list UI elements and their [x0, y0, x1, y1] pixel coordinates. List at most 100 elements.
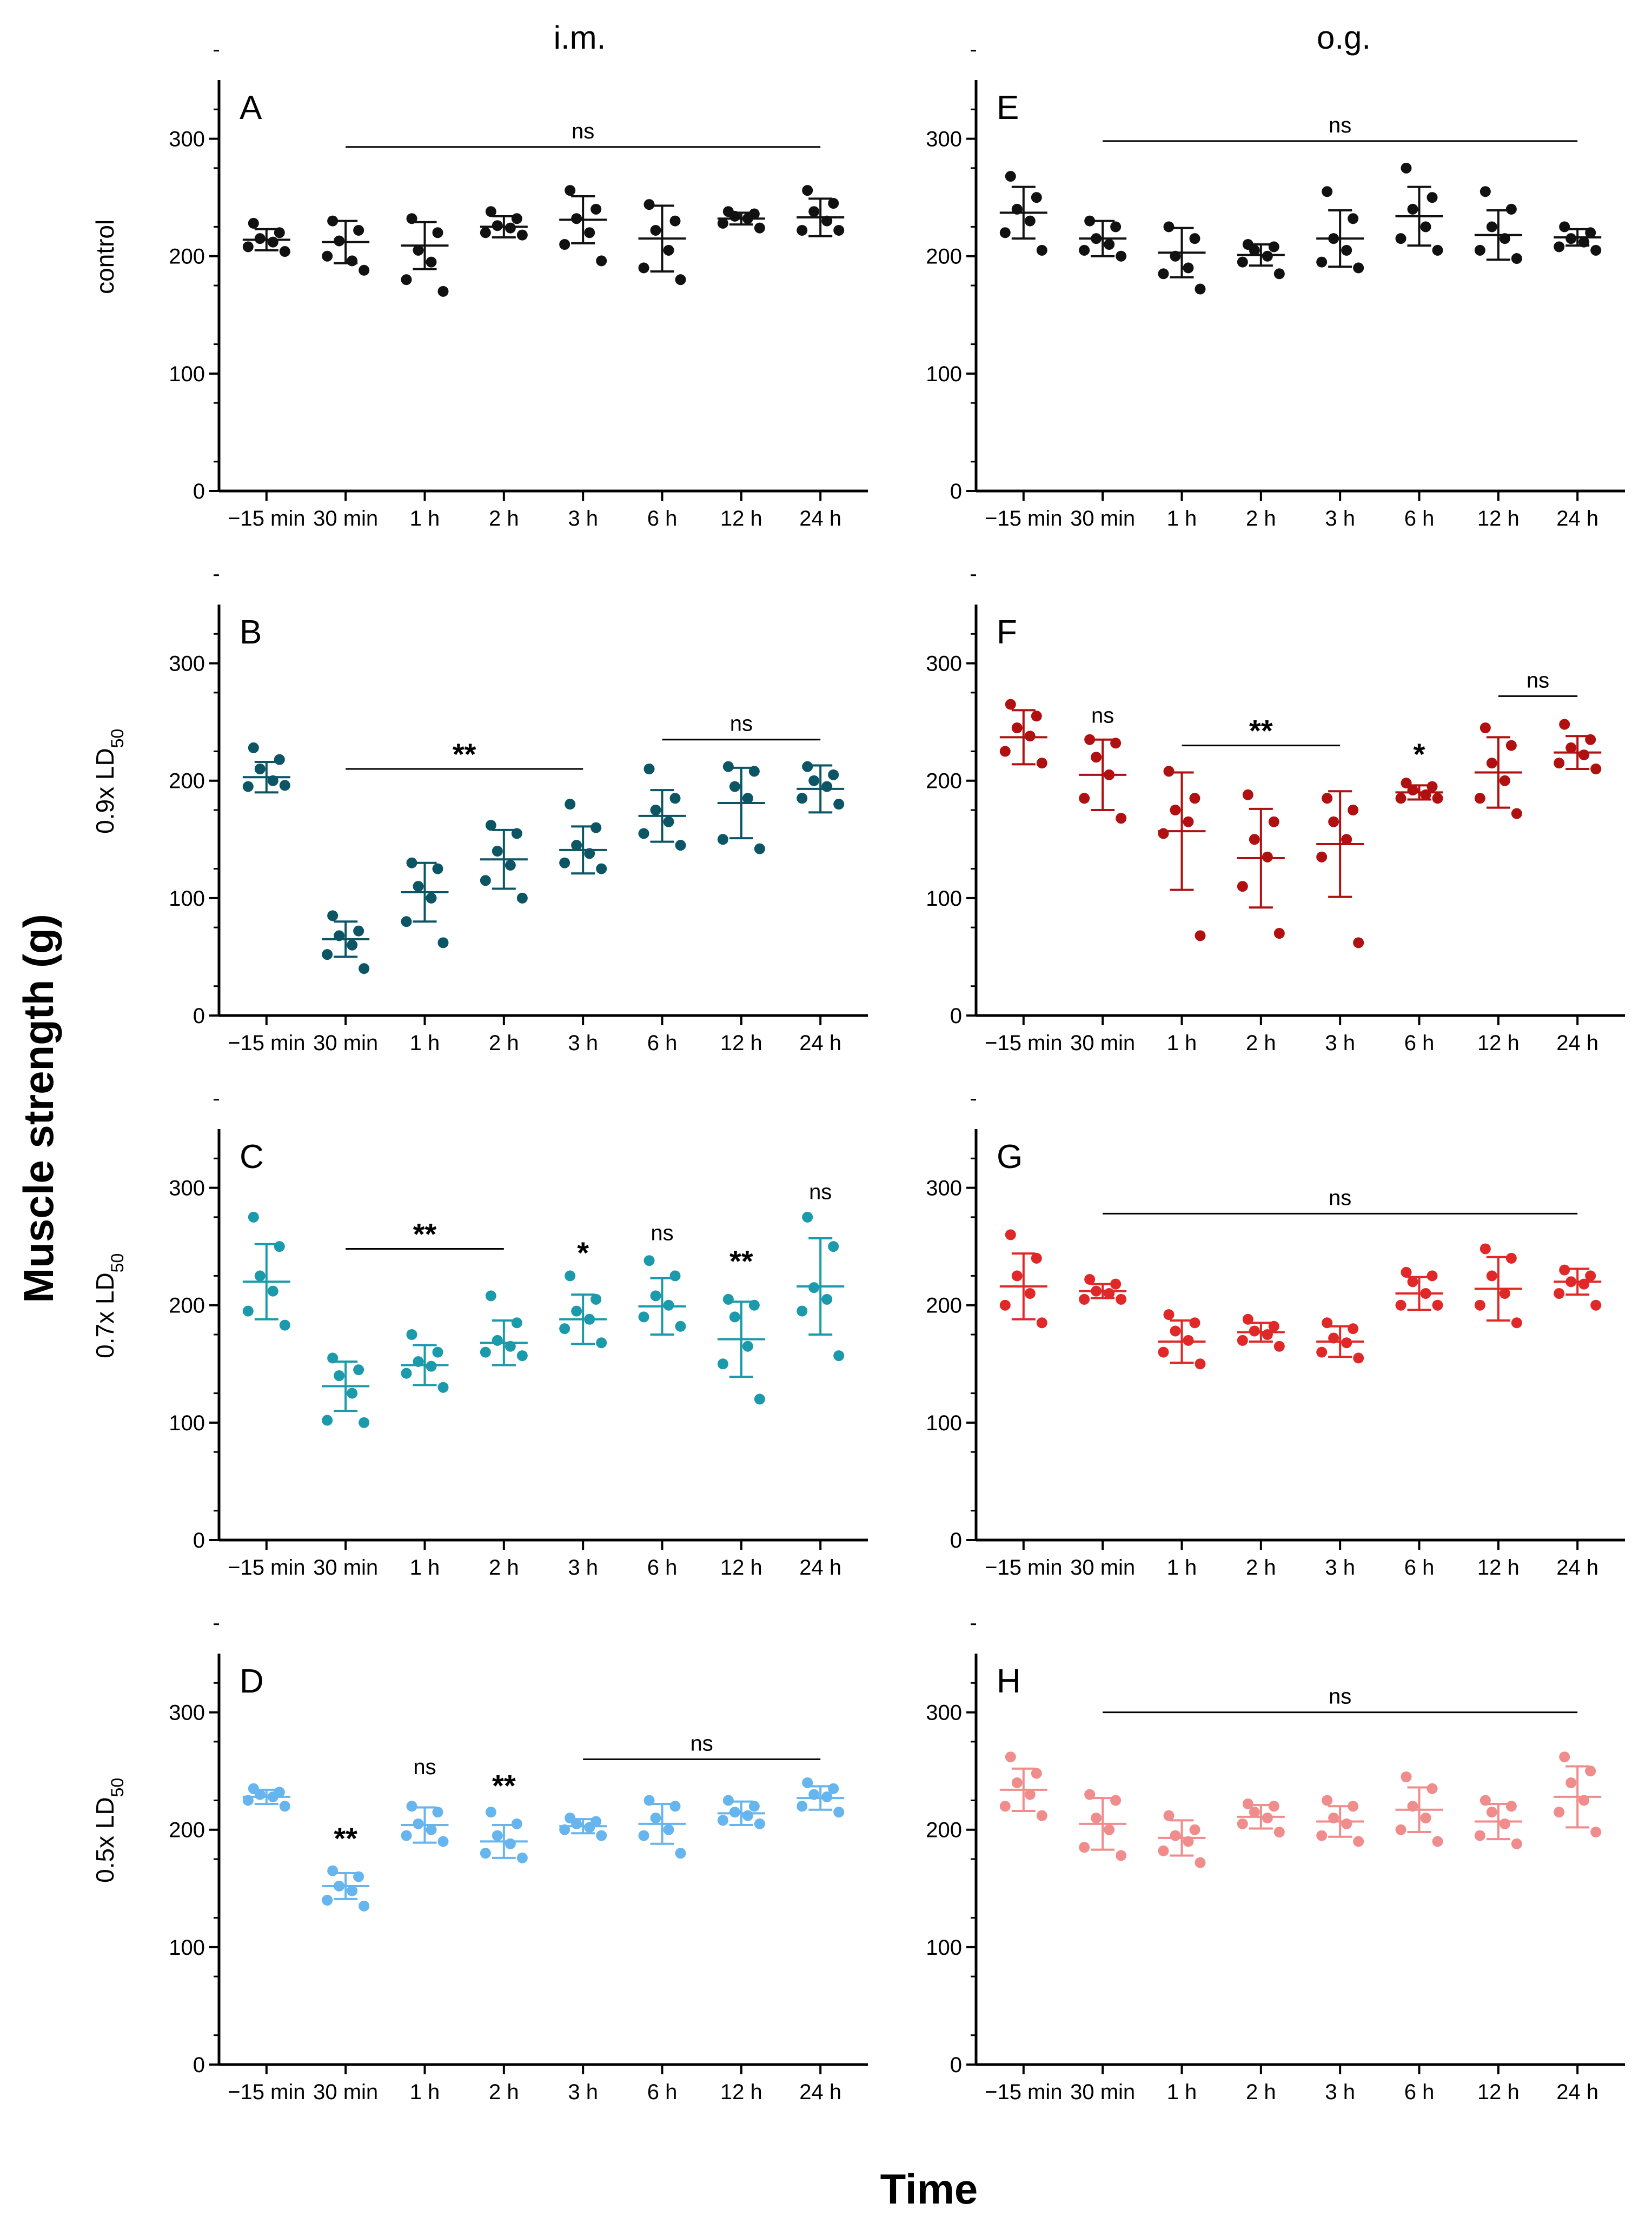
data-point	[729, 1311, 740, 1323]
data-point	[322, 1415, 333, 1426]
data-point	[1341, 834, 1352, 845]
data-point	[274, 1241, 285, 1252]
data-point	[413, 1818, 424, 1829]
y-tick-label: 300	[926, 128, 962, 151]
data-point	[242, 781, 254, 792]
data-point	[347, 1885, 358, 1896]
panel-G: 0 100 200 300 −15 min 30 min 1 h 2 h 3 h 6 h 12 h 2…	[926, 1099, 1625, 1580]
x-tick-label: −15 min	[228, 507, 305, 530]
panel-letter: A	[240, 89, 262, 127]
data-point	[401, 274, 412, 286]
data-point	[1268, 816, 1279, 827]
data-point	[1005, 699, 1016, 710]
data-point	[1348, 805, 1359, 815]
significance-label: ns	[572, 120, 594, 143]
data-point	[413, 881, 424, 892]
data-point	[821, 1293, 833, 1305]
significance-label: *	[577, 1236, 589, 1270]
data-point	[1195, 1857, 1206, 1868]
y-tick-label: 100	[169, 362, 205, 386]
data-point	[334, 235, 345, 247]
data-point	[1511, 808, 1522, 819]
data-point	[254, 233, 266, 244]
data-point	[1590, 1827, 1602, 1838]
x-tick-label: 24 h	[1556, 507, 1598, 530]
x-tick-label: 3 h	[568, 1556, 598, 1580]
data-point	[426, 1361, 437, 1372]
data-point	[1011, 1777, 1023, 1788]
data-point	[1432, 244, 1443, 256]
data-point	[1353, 262, 1364, 274]
x-tick-label: 1 h	[410, 1031, 440, 1055]
significance-label: ns	[651, 1221, 673, 1245]
data-point	[797, 224, 808, 236]
data-point	[406, 1329, 417, 1340]
x-tick-label: 24 h	[799, 2080, 841, 2104]
data-point	[505, 1838, 516, 1849]
data-point	[802, 185, 813, 196]
x-tick-label: 1 h	[410, 507, 440, 530]
data-point	[1316, 256, 1328, 268]
data-point	[353, 925, 364, 937]
data-point	[1116, 250, 1127, 262]
data-point	[1511, 1838, 1522, 1849]
data-point	[1479, 722, 1491, 733]
data-point	[334, 1370, 345, 1381]
data-point	[492, 220, 503, 231]
data-point	[1353, 937, 1364, 948]
panel-letter: E	[997, 89, 1019, 127]
data-point	[675, 1848, 686, 1859]
data-point	[1189, 793, 1200, 804]
x-tick-label: 24 h	[1556, 2080, 1598, 2104]
data-point	[1585, 1766, 1596, 1777]
data-point	[596, 1337, 607, 1349]
data-point	[722, 761, 734, 772]
data-point	[347, 939, 358, 951]
data-point	[1395, 1824, 1406, 1835]
data-point	[591, 1293, 602, 1305]
data-point	[1031, 192, 1042, 203]
data-point	[1079, 1842, 1090, 1853]
data-point	[406, 1801, 417, 1812]
data-point	[485, 820, 496, 831]
column-title-og: o.g.	[1317, 19, 1371, 56]
data-point	[1499, 1818, 1510, 1829]
y-tick-label: 0	[193, 2053, 205, 2077]
data-point	[1011, 1270, 1023, 1282]
data-point	[516, 1852, 528, 1863]
x-tick-label: 1 h	[1167, 2080, 1197, 2104]
data-point	[347, 255, 358, 267]
y-tick-label: 0	[193, 1529, 205, 1552]
x-tick-label: −15 min	[985, 2080, 1062, 2104]
data-point	[1024, 1288, 1036, 1299]
significance-label: ns	[1329, 114, 1351, 137]
x-tick-label: 3 h	[1325, 507, 1355, 530]
data-point	[1195, 1358, 1206, 1370]
data-point	[1565, 742, 1577, 753]
x-tick-label: 12 h	[1477, 1556, 1520, 1580]
data-point	[1237, 256, 1248, 268]
data-point	[565, 799, 576, 810]
data-point	[828, 198, 839, 209]
x-tick-label: 6 h	[647, 1556, 678, 1580]
data-point	[1590, 244, 1602, 256]
data-point	[1005, 1229, 1016, 1240]
significance-label: ns	[1527, 668, 1549, 692]
x-tick-label: 1 h	[410, 1556, 440, 1580]
data-point	[729, 1807, 740, 1818]
data-point	[1237, 1335, 1248, 1346]
data-point	[802, 1211, 813, 1223]
data-point	[1316, 1830, 1328, 1841]
data-point	[1505, 1801, 1517, 1812]
significance-label: ns	[1091, 704, 1114, 728]
x-tick-label: 12 h	[720, 1031, 762, 1055]
data-point	[1036, 1810, 1047, 1821]
data-point	[722, 1293, 734, 1305]
data-point	[353, 224, 364, 236]
panel-B: 0 100 200 300 −15 min 30 min 1 h 2 h 3 h 6 h 12 h 2…	[169, 574, 868, 1055]
data-point	[1104, 1824, 1115, 1835]
data-point	[638, 828, 649, 839]
x-tick-label: 24 h	[1556, 1031, 1598, 1055]
data-point	[797, 793, 808, 804]
x-tick-label: −15 min	[985, 1031, 1062, 1055]
